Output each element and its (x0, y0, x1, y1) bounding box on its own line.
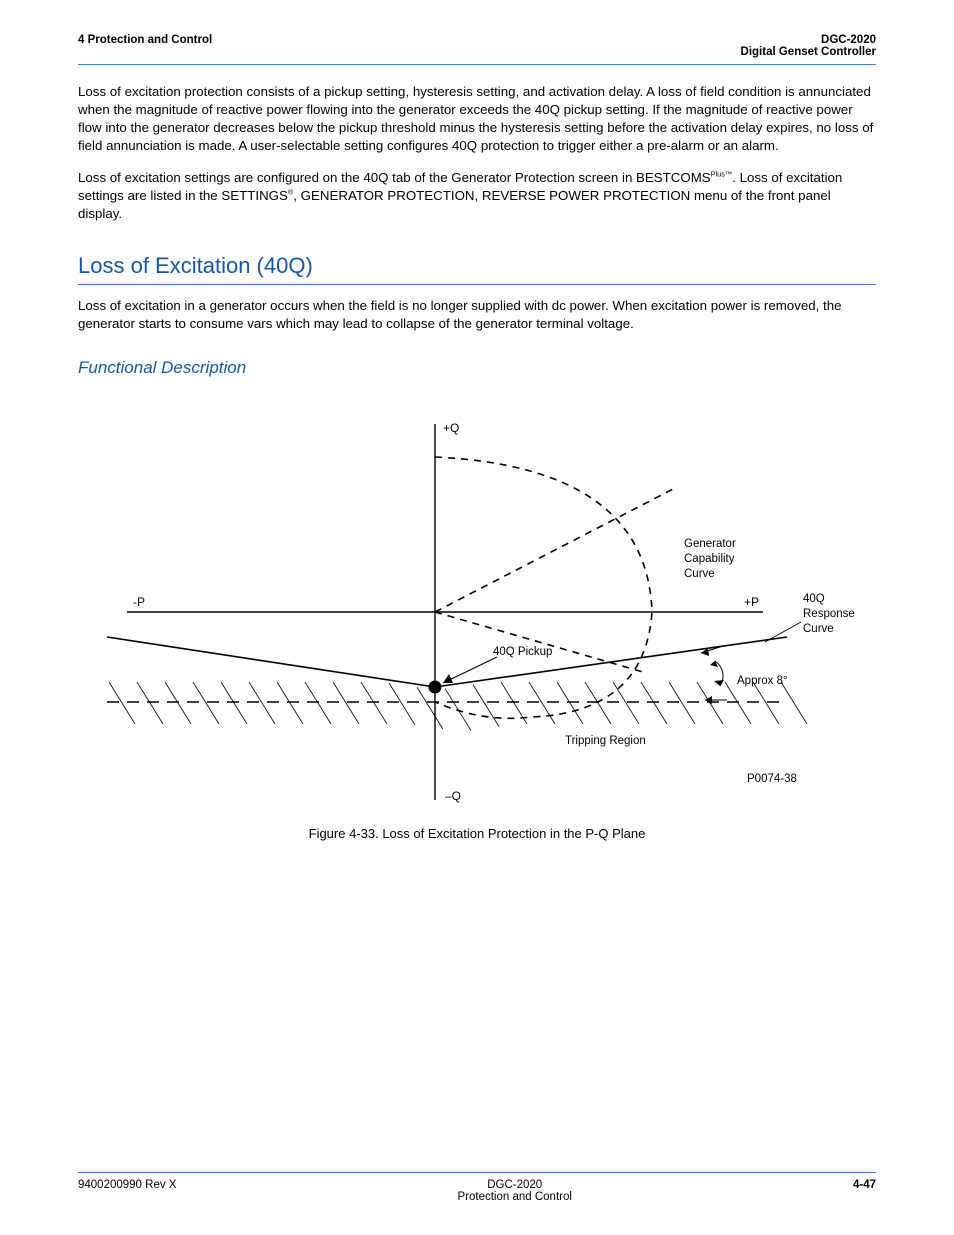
header-product: DGC-2020 Digital Genset Controller (741, 34, 876, 58)
svg-text:Capability: Capability (684, 553, 735, 565)
page-root: 4 Protection and Control DGC-2020 Digita… (0, 0, 954, 1235)
page-header: 4 Protection and Control DGC-2020 Digita… (78, 34, 876, 64)
header-product-line1: DGC-2020 (821, 34, 876, 46)
svg-text:–Q: –Q (445, 789, 461, 803)
subheading-functional: Functional Description (78, 357, 876, 380)
svg-text:P0074-38: P0074-38 (747, 773, 797, 785)
svg-text:+Q: +Q (443, 421, 459, 435)
footer-page: 4-47 (853, 1179, 876, 1191)
svg-text:40Q: 40Q (803, 593, 825, 605)
header-product-line2: Digital Genset Controller (741, 46, 876, 58)
svg-text:Response: Response (803, 608, 855, 620)
paragraph-2: Loss of excitation settings are configur… (78, 169, 876, 223)
footer-rev: 9400200990 Rev X (78, 1179, 176, 1191)
figure-caption: Figure 4-33. Loss of Excitation Protecti… (78, 825, 876, 843)
svg-text:40Q Pickup: 40Q Pickup (493, 646, 552, 658)
plus-tm-symbol: Plus (711, 169, 725, 178)
svg-text:Tripping Region: Tripping Region (565, 735, 646, 747)
footer-center: DGC-2020 Protection and Control (176, 1179, 853, 1203)
svg-text:-P: -P (133, 595, 145, 609)
svg-text:Generator: Generator (684, 538, 736, 550)
page-body: Loss of excitation protection consists o… (78, 65, 876, 843)
svg-text:Curve: Curve (684, 568, 715, 580)
figure-40q: +Q –Q -P +P Generator Capability Curve 40Q Respo… (78, 412, 876, 842)
svg-text:Curve: Curve (803, 623, 834, 635)
section-rule (78, 284, 876, 285)
svg-text:Approx 8°: Approx 8° (737, 675, 788, 687)
intro-paragraph: Loss of excitation in a generator occurs… (78, 297, 876, 333)
section-heading-40q: Loss of Excitation (40Q) (78, 251, 876, 281)
svg-text:+P: +P (744, 595, 759, 609)
footer-center-1: DGC-2020 (487, 1179, 542, 1191)
paragraph-1: Loss of excitation protection consists o… (78, 83, 876, 155)
page-footer-wrap: 9400200990 Rev X DGC-2020 Protection and… (78, 1172, 876, 1203)
footer-center-2: Protection and Control (458, 1191, 572, 1203)
header-chapter: 4 Protection and Control (78, 34, 212, 58)
paragraph-2-part1: Loss of excitation settings are configur… (78, 170, 711, 185)
page-footer: 9400200990 Rev X DGC-2020 Protection and… (78, 1173, 876, 1203)
figure-svg: +Q –Q -P +P Generator Capability Curve 40Q Respo… (87, 412, 867, 812)
